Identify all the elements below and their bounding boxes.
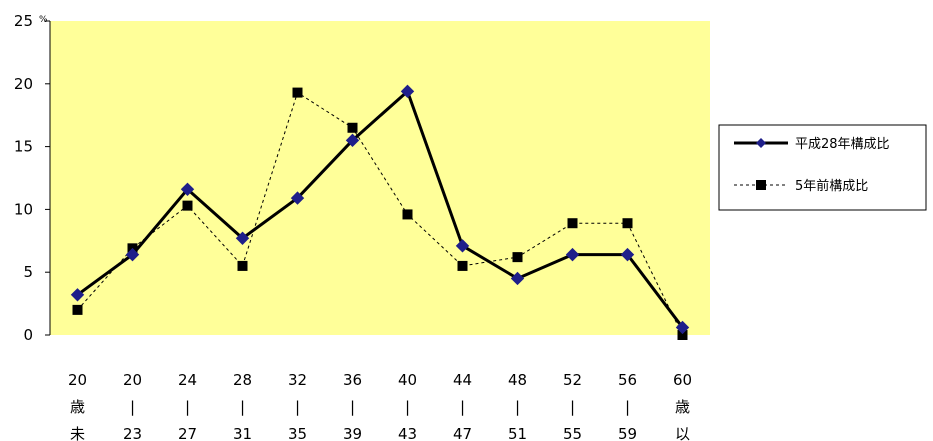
legend-box — [718, 124, 927, 211]
y-tick-label: 20 — [14, 75, 33, 93]
x-tick-label: | — [185, 398, 190, 416]
data-point-square — [237, 260, 248, 271]
data-point-square — [677, 330, 688, 340]
x-tick-label: 39 — [343, 425, 362, 441]
legend-marker-square — [756, 180, 766, 190]
data-point-square — [567, 218, 578, 229]
data-point-diamond — [290, 191, 305, 205]
plot-area — [50, 21, 710, 335]
data-point-square — [402, 209, 413, 220]
x-tick-label: | — [350, 398, 355, 416]
x-tick-label: | — [460, 398, 465, 416]
y-tick-label: 5 — [23, 263, 33, 281]
x-tick-label: 20 — [68, 371, 87, 389]
x-tick-label: 59 — [618, 425, 637, 441]
x-tick-label: 55 — [563, 425, 582, 441]
x-tick-label: 56 — [618, 371, 637, 389]
x-tick-label: 31 — [233, 425, 252, 441]
x-tick-label: 35 — [288, 425, 307, 441]
data-point-diamond — [235, 231, 250, 245]
x-tick-label: 28 — [233, 371, 252, 389]
y-tick-label: 0 — [23, 326, 33, 344]
x-tick-label: 47 — [453, 425, 472, 441]
x-tick-label: | — [405, 398, 410, 416]
x-tick-label: 60 — [673, 371, 692, 389]
data-point-square — [182, 200, 193, 211]
x-tick-label: | — [570, 398, 575, 416]
x-tick-label: 52 — [563, 371, 582, 389]
data-point-diamond — [70, 288, 85, 302]
y-tick-label: 10 — [14, 200, 33, 218]
y-tick-label: 25 — [14, 12, 33, 30]
data-point-diamond — [565, 247, 580, 262]
data-point-square — [622, 218, 633, 229]
x-tick-label: 48 — [508, 371, 527, 389]
x-tick-label: 32 — [288, 371, 307, 389]
legend-label: 5年前構成比 — [795, 178, 868, 194]
data-point-diamond — [400, 84, 415, 99]
data-point-diamond — [345, 133, 360, 148]
x-tick-label: 歳 — [70, 398, 85, 416]
x-tick-label: 以 — [675, 425, 690, 441]
data-point-diamond — [620, 247, 635, 262]
x-tick-label: | — [295, 398, 300, 416]
y-tick-label: 15 — [14, 138, 33, 156]
x-tick-label: | — [515, 398, 520, 416]
x-tick-label: 歳 — [675, 398, 690, 416]
x-tick-label: 27 — [178, 425, 197, 441]
x-tick-label: 36 — [343, 371, 362, 389]
series-line — [77, 92, 683, 336]
x-tick-label: 24 — [178, 371, 197, 389]
x-tick-label: | — [130, 398, 135, 416]
data-point-diamond — [180, 182, 195, 197]
data-point-square — [292, 87, 303, 98]
x-tick-label: 23 — [123, 425, 142, 441]
data-point-diamond — [455, 239, 470, 253]
x-tick-label: 20 — [123, 371, 142, 389]
x-tick-label: 40 — [398, 371, 417, 389]
series-line — [76, 89, 684, 329]
data-point-diamond — [675, 320, 690, 335]
x-tick-label: 43 — [398, 425, 417, 441]
data-point-diamond — [125, 247, 140, 262]
legend-marker-diamond — [756, 138, 766, 148]
x-tick-label: | — [240, 398, 245, 416]
data-point-square — [457, 260, 468, 271]
data-point-diamond — [510, 271, 525, 286]
data-point-square — [347, 122, 358, 133]
data-point-square — [72, 304, 83, 315]
x-tick-label: 51 — [508, 425, 527, 441]
x-tick-label: | — [625, 398, 630, 416]
x-tick-label: 44 — [453, 371, 472, 389]
data-point-square — [512, 252, 523, 263]
legend-label: 平成28年構成比 — [795, 137, 890, 152]
y-unit-label: % — [39, 15, 48, 25]
x-tick-label: 未 — [70, 425, 85, 441]
